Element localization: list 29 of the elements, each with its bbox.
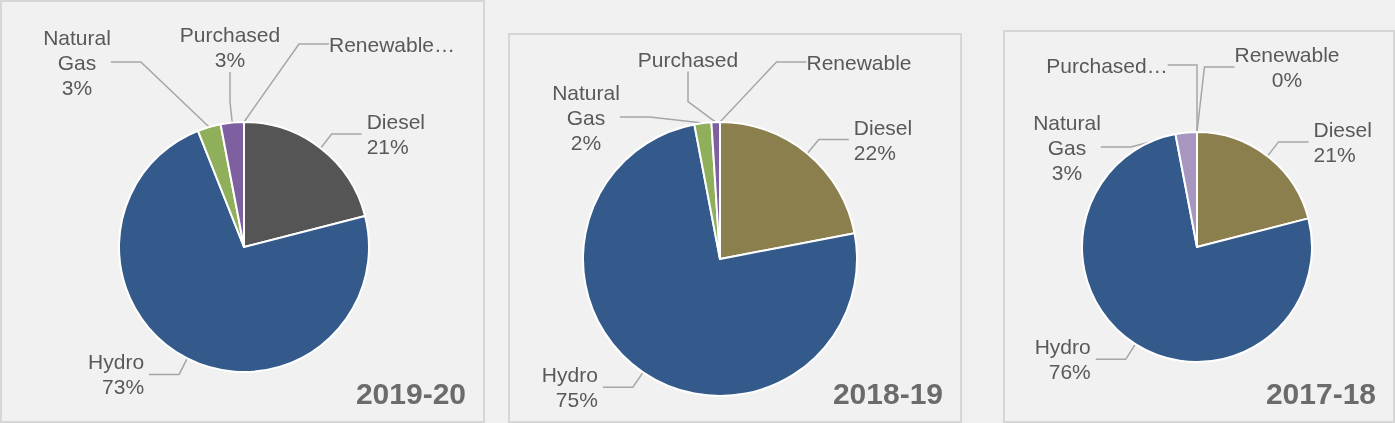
slice-label: Diesel [1313,117,1372,141]
slice-label: Hydro [88,350,145,374]
text: 2019-20 [355,376,467,410]
slice-label: Purchased [179,23,281,46]
slice-label: Natural Gas [1033,110,1101,159]
category-label: Renewable [1234,43,1340,66]
text: 0% [1271,68,1303,91]
data-label: 22% [853,140,896,164]
category-label: Renewable [806,50,912,74]
slice-label: Natural Gas [552,80,620,129]
slice-label: Hydro [541,363,598,387]
data-label: 75% [555,388,598,412]
data-label: 3% [214,48,246,71]
slice-label: Hydro [1034,335,1091,359]
data-label: 73% [102,375,145,399]
slice-label: Purchased [637,47,739,71]
category-label: Purchased… [1046,53,1168,77]
data-label: 21% [1313,142,1356,166]
data-label: 76% [1048,360,1091,384]
slice-label: Diesel [853,115,913,139]
data-label: 21% [366,135,409,159]
data-label: 3% [1051,160,1083,184]
category-label: Renewable… [328,32,456,56]
text: 2017-18 [1265,376,1377,410]
data-label: 3% [61,75,93,99]
data-label: 2% [570,130,602,154]
slice-label: Diesel [366,110,426,134]
slice-label: Natural Gas [43,25,111,74]
text: 2018-19 [832,376,944,410]
